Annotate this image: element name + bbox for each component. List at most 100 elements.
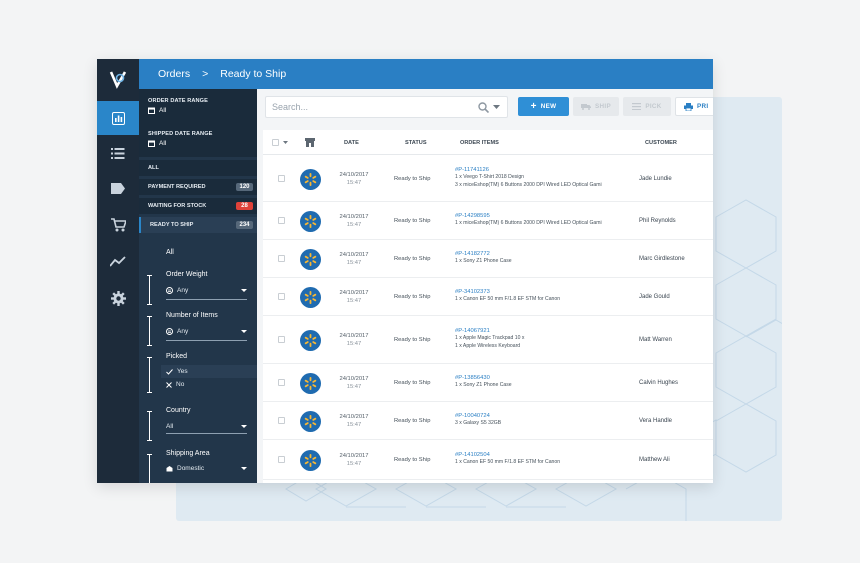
store-icon xyxy=(305,138,315,147)
order-items: #P-11741126 1 x Veego T-Shirt 2018 Design… xyxy=(455,167,602,190)
veeqo-logo[interactable] xyxy=(107,67,129,91)
customer-name[interactable]: Vera Handle xyxy=(639,417,673,424)
store-avatar xyxy=(300,449,321,471)
picked-yes-option[interactable]: Yes xyxy=(161,365,257,378)
calendar-icon xyxy=(148,107,155,114)
table-row[interactable]: 24/10/2017 15:47 Ready to Ship #P-14182772 1… xyxy=(263,240,713,278)
store-avatar xyxy=(300,372,321,394)
picked-title: Picked xyxy=(166,353,188,360)
table-row[interactable]: 24/10/2017 15:47 Ready to Ship #P-10040724 3… xyxy=(263,402,713,440)
sort-caret-icon[interactable] xyxy=(283,141,288,144)
row-checkbox[interactable] xyxy=(278,336,285,343)
new-button[interactable]: + NEW xyxy=(518,97,569,116)
nav-orders[interactable] xyxy=(97,101,139,135)
order-date: 24/10/2017 15:47 xyxy=(336,289,372,305)
picked-no-option[interactable]: No xyxy=(166,381,247,388)
walmart-spark-icon xyxy=(304,252,317,266)
order-date-text: 24/10/2017 xyxy=(339,172,369,178)
walmart-spark-icon xyxy=(304,333,317,347)
row-checkbox[interactable] xyxy=(278,456,285,463)
chevron-down-icon xyxy=(241,289,247,292)
printer-icon xyxy=(684,102,693,111)
filter-all-label[interactable]: All xyxy=(166,249,174,256)
queue-waiting-for-stock[interactable]: WAITING FOR STOCK 28 xyxy=(139,198,257,214)
customer-name[interactable]: Jade Gould xyxy=(639,293,670,300)
orders-chart-icon xyxy=(111,111,125,125)
select-all-checkbox[interactable] xyxy=(272,139,279,146)
order-status: Ready to Ship xyxy=(394,218,431,224)
shipped-date-filter[interactable]: SHIPPED DATE RANGE All xyxy=(148,131,212,147)
customer-name[interactable]: Matt Warren xyxy=(639,336,672,343)
order-items: #P-14182772 1 x Sony Z1 Phone Case xyxy=(455,251,512,266)
order-id-link[interactable]: #P-14102504 xyxy=(455,451,490,458)
nav-cart[interactable] xyxy=(97,208,139,242)
order-status: Ready to Ship xyxy=(394,256,431,262)
shipping-area-select[interactable]: Domestic xyxy=(166,465,247,472)
table-row[interactable]: 24/10/2017 15:47 Ready to Ship #P-14102504 1… xyxy=(263,440,713,480)
customer-name[interactable]: Calvin Hughes xyxy=(639,379,679,386)
order-id-link[interactable]: #P-34102373 xyxy=(455,288,490,295)
order-id-link[interactable]: #P-14298595 xyxy=(455,212,490,219)
order-id-link[interactable]: #P-11741126 xyxy=(455,166,489,173)
queue-all-label: ALL xyxy=(148,165,159,171)
queue-ready-to-ship[interactable]: READY TO SHIP 234 xyxy=(139,217,257,233)
row-checkbox[interactable] xyxy=(278,293,285,300)
customer-name[interactable]: Phil Reynolds xyxy=(639,217,676,224)
order-items: #P-10040724 3 x Galaxy S5 32GB xyxy=(455,413,501,428)
order-weight-select[interactable]: Any xyxy=(166,287,247,294)
row-checkbox[interactable] xyxy=(278,217,285,224)
search-icon[interactable] xyxy=(478,102,489,113)
number-of-items-select[interactable]: Any xyxy=(166,328,247,335)
ship-button[interactable]: SHIP xyxy=(573,97,619,116)
pick-button[interactable]: PICK xyxy=(623,97,671,116)
order-id-link[interactable]: #P-13856430 xyxy=(455,374,490,381)
nav-tags[interactable] xyxy=(97,171,139,205)
table-row[interactable]: 24/10/2017 15:47 Ready to Ship #P-11741126 1… xyxy=(263,156,713,202)
search-input[interactable]: Search... xyxy=(265,96,508,118)
shipped-date-value: All xyxy=(159,140,167,147)
ship-button-label: SHIP xyxy=(595,103,611,110)
nav-analytics[interactable] xyxy=(97,244,139,278)
order-time-text: 15:47 xyxy=(346,180,362,186)
breadcrumb-orders[interactable]: Orders xyxy=(158,68,191,80)
nav-settings[interactable] xyxy=(97,281,139,315)
order-date-filter[interactable]: ORDER DATE RANGE All xyxy=(148,98,208,114)
table-row[interactable]: 24/10/2017 15:47 Ready to Ship #P-14067921 1… xyxy=(263,316,713,364)
breadcrumb-separator: > xyxy=(202,68,209,80)
queue-payment-required[interactable]: PAYMENT REQUIRED 120 xyxy=(139,179,257,195)
header-date[interactable]: DATE xyxy=(344,140,359,146)
row-checkbox[interactable] xyxy=(278,379,285,386)
customer-name[interactable]: Matthew Ali xyxy=(639,456,670,463)
chevron-down-icon[interactable] xyxy=(493,105,500,110)
queue-all[interactable]: ALL xyxy=(139,160,257,176)
row-checkbox[interactable] xyxy=(278,175,285,182)
row-checkbox[interactable] xyxy=(278,417,285,424)
table-row[interactable]: 24/10/2017 15:47 Ready to Ship #P-14298595 1… xyxy=(263,202,713,240)
header-status[interactable]: STATUS xyxy=(405,140,427,146)
select-underline xyxy=(166,433,247,434)
row-checkbox[interactable] xyxy=(278,255,285,262)
order-date-text: 24/10/2017 xyxy=(339,252,369,258)
header-customer[interactable]: CUSTOMER xyxy=(645,140,677,146)
table-row[interactable]: 24/10/2017 15:47 Ready to Ship #P-13856430 1… xyxy=(263,364,713,402)
picked-filter: Picked Yes No xyxy=(139,351,257,399)
table-row[interactable]: 24/10/2017 15:47 Ready to Ship #P-34102373 1… xyxy=(263,278,713,316)
nav-list[interactable] xyxy=(97,136,139,170)
order-id-link[interactable]: #P-14182772 xyxy=(455,250,490,257)
order-date: 24/10/2017 15:47 xyxy=(336,251,372,267)
order-date-text: 24/10/2017 xyxy=(339,453,369,459)
order-id-link[interactable]: #P-14067921 xyxy=(455,327,490,334)
order-id-link[interactable]: #P-10040724 xyxy=(455,412,490,419)
order-date-text: 24/10/2017 xyxy=(339,376,369,382)
country-select[interactable]: All xyxy=(166,423,247,430)
number-of-items-filter: Number of Items Any xyxy=(139,310,257,350)
order-item-line: 1 x Canon EF 50 mm F/1.8 EF STM for Cano… xyxy=(455,296,561,302)
orders-table: DATE STATUS ORDER ITEMS CUSTOMER 24/10/2… xyxy=(263,130,713,483)
customer-name[interactable]: Jade Lundie xyxy=(639,175,672,182)
queue-label: READY TO SHIP xyxy=(150,222,194,228)
number-of-items-value: Any xyxy=(177,328,189,335)
header-order-items[interactable]: ORDER ITEMS xyxy=(460,140,499,146)
customer-name[interactable]: Marc Girdlestone xyxy=(639,255,685,262)
print-button[interactable]: PRI xyxy=(675,97,713,116)
cart-icon xyxy=(110,218,126,232)
